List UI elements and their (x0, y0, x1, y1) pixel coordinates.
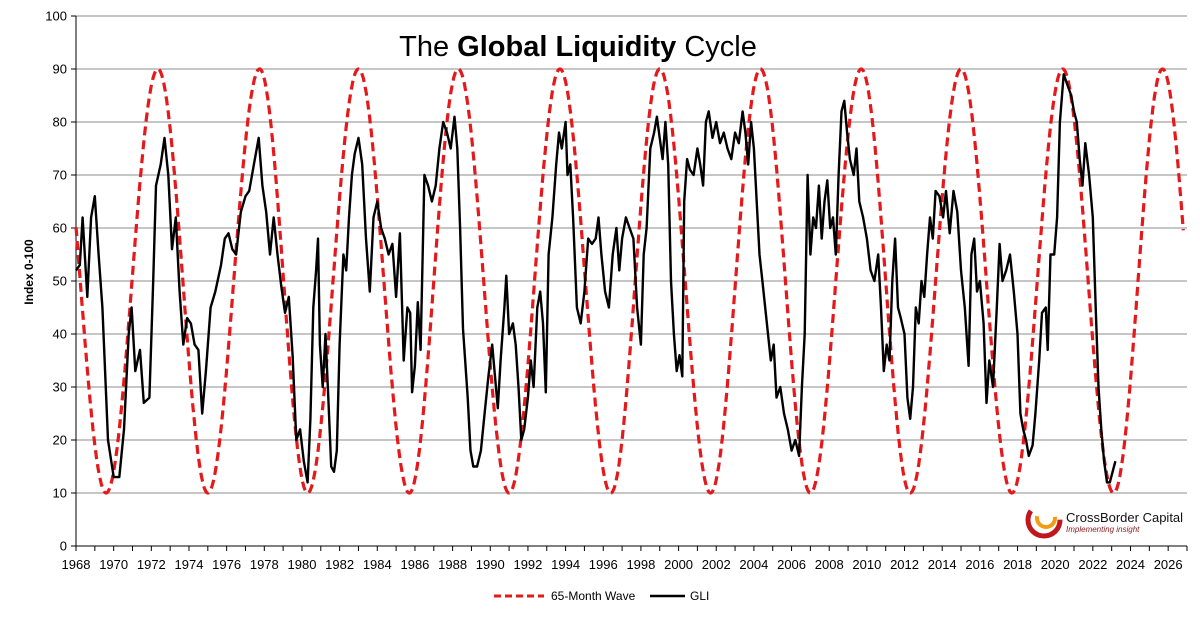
x-tick-label: 2014 (928, 557, 957, 572)
x-tick-label: 2006 (777, 557, 806, 572)
x-tick-label: 1996 (589, 557, 618, 572)
y-tick-label: 30 (53, 380, 67, 395)
x-tick-label: 1980 (288, 557, 317, 572)
y-tick-label: 100 (45, 9, 67, 24)
x-tick-label: 2010 (852, 557, 881, 572)
y-tick-label: 50 (53, 274, 67, 289)
title-part-2-bold: Global Liquidity (457, 31, 676, 63)
x-tick-label: 2026 (1154, 557, 1183, 572)
x-tick-label: 1970 (99, 557, 128, 572)
x-tick-label: 1994 (551, 557, 580, 572)
legend-wave-label: 65-Month Wave (551, 589, 636, 603)
x-tick-label: 1986 (400, 557, 429, 572)
x-tick-label: 1988 (438, 557, 467, 572)
x-tick-label: 2012 (890, 557, 919, 572)
x-tick-label: 2008 (815, 557, 844, 572)
x-tick-label: 1998 (626, 557, 655, 572)
x-tick-label: 2018 (1003, 557, 1032, 572)
x-tick-label: 1982 (325, 557, 354, 572)
legend: 65-Month Wave GLI (494, 589, 709, 603)
gridlines (76, 15, 1187, 494)
y-tick-label: 80 (53, 115, 67, 130)
x-axis-ticks: 1968 1970 1972 1974 1976 1978 1980 1982 1984 1986… (62, 546, 1188, 572)
x-tick-label: 1976 (212, 557, 241, 572)
logo-mark-icon (1025, 501, 1063, 539)
x-tick-label: 1984 (363, 557, 392, 572)
y-tick-label: 10 (53, 486, 67, 501)
y-tick-label: 90 (53, 62, 67, 77)
x-tick-label: 2022 (1078, 557, 1107, 572)
crossborder-logo: CrossBorder Capital Implementing insight (1025, 501, 1183, 539)
x-tick-label: 2004 (739, 557, 768, 572)
x-tick-label: 1974 (175, 557, 204, 572)
x-tick-label: 2024 (1116, 557, 1145, 572)
series-line-65-month-wave (74, 67, 1185, 495)
series-group (74, 67, 1185, 495)
y-tick-label: 40 (53, 327, 67, 342)
x-tick-label: 1992 (513, 557, 542, 572)
y-axis-label: Index 0-100 (22, 239, 36, 305)
y-axis-ticks: 0 10 20 30 40 50 60 70 80 90 100 (45, 9, 76, 554)
x-tick-label: 2000 (664, 557, 693, 572)
legend-gli-label: GLI (690, 589, 709, 603)
x-tick-label: 1990 (476, 557, 505, 572)
logo-tagline: Implementing insight (1066, 525, 1140, 534)
x-tick-label: 2016 (965, 557, 994, 572)
chart-title: The Global Liquidity Cycle (399, 31, 757, 63)
logo-mark-inner-icon (1035, 507, 1057, 529)
x-tick-label: 1978 (250, 557, 279, 572)
y-tick-label: 0 (60, 539, 67, 554)
x-tick-label: 2002 (702, 557, 731, 572)
y-tick-label: 60 (53, 221, 67, 236)
x-tick-label: 1972 (137, 557, 166, 572)
x-tick-label: 2020 (1041, 557, 1070, 572)
title-part-3: Cycle (676, 31, 757, 63)
x-tick-label: 1968 (62, 557, 91, 572)
y-tick-label: 70 (53, 168, 67, 183)
logo-name: CrossBorder Capital (1066, 510, 1183, 525)
series-line-gli (75, 73, 1117, 484)
y-tick-label: 20 (53, 433, 67, 448)
title-part-1: The (399, 31, 457, 63)
